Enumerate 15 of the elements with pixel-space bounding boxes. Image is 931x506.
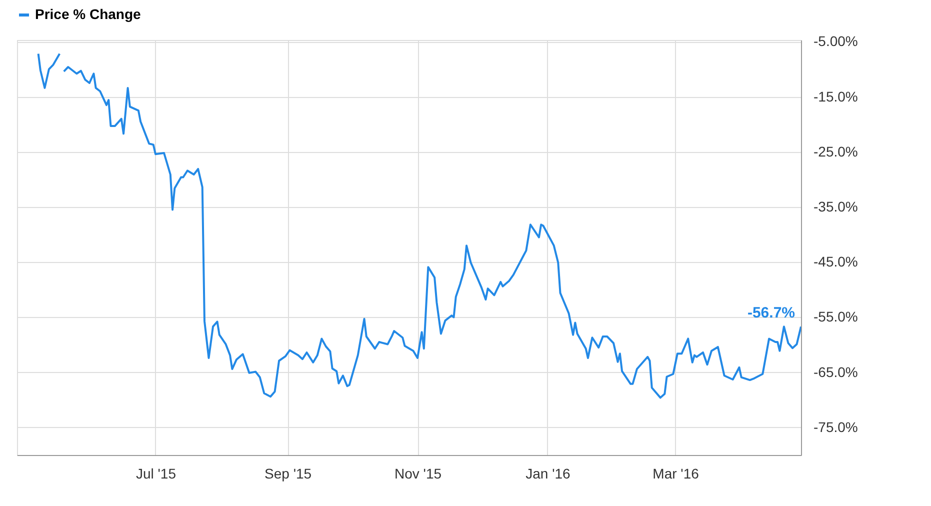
x-tick-label: Jul '15: [136, 466, 176, 482]
x-tick-label: Jan '16: [526, 466, 571, 482]
y-tick-label: -45.0%: [814, 254, 858, 270]
x-tick-label: Nov '15: [394, 466, 442, 482]
y-tick-label: -35.0%: [814, 198, 858, 214]
y-tick-label: -25.0%: [814, 143, 858, 160]
y-tick-label: -15.0%: [814, 88, 858, 104]
y-tick-label: -55.0%: [814, 308, 858, 325]
y-tick-label: -75.0%: [814, 418, 858, 435]
annotation: -56.7%: [747, 304, 795, 322]
x-tick-label: Mar '16: [652, 466, 700, 482]
legend-label: Price % Change: [35, 6, 142, 22]
y-tick-label: -65.0%: [814, 364, 858, 380]
y-tick-label: -5.00%: [814, 33, 858, 50]
x-tick-label: Sep '15: [264, 466, 312, 482]
